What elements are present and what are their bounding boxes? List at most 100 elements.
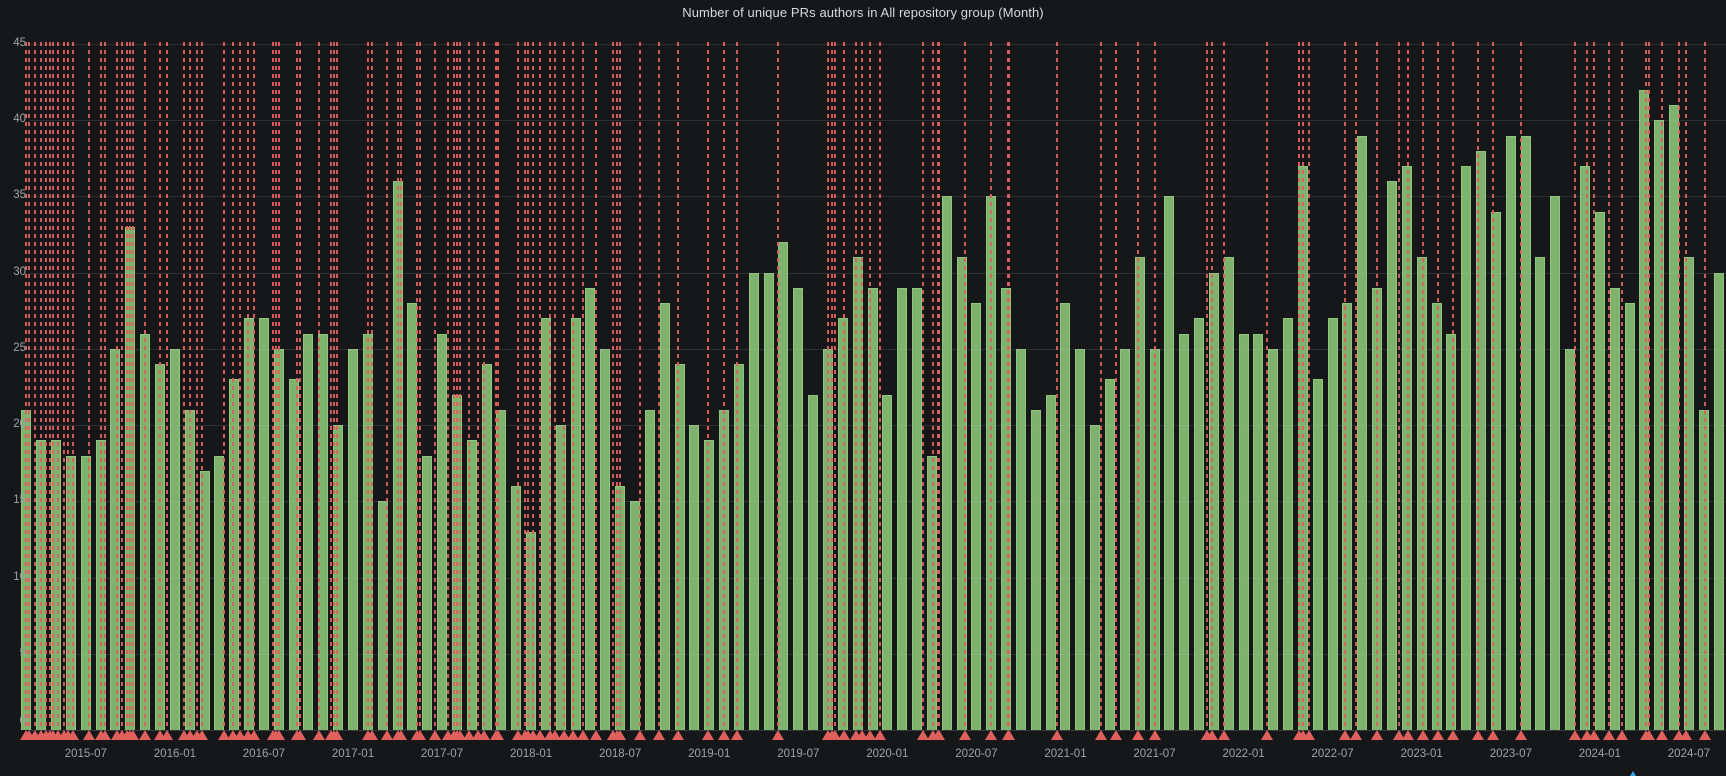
annotation-line[interactable] [231, 42, 234, 730]
bar[interactable] [689, 425, 700, 730]
annotation-line[interactable] [49, 42, 52, 730]
annotation-line[interactable] [99, 42, 102, 730]
annotation-line[interactable] [1573, 42, 1576, 730]
annotation-line[interactable] [332, 42, 335, 730]
annotation-line[interactable] [159, 42, 161, 730]
annotation-line[interactable] [1008, 42, 1011, 730]
annotation-line[interactable] [295, 42, 298, 730]
bar[interactable] [526, 531, 537, 730]
annotation-marker-icon[interactable] [1602, 730, 1615, 740]
annotation-marker-icon[interactable] [731, 730, 744, 740]
annotation-line[interactable] [1153, 42, 1156, 730]
annotation-line[interactable] [277, 42, 280, 730]
annotation-line[interactable] [497, 42, 500, 730]
annotation-line[interactable] [527, 42, 530, 730]
annotation-marker-icon[interactable] [917, 730, 929, 740]
annotation-line[interactable] [239, 42, 242, 730]
annotation-line[interactable] [1621, 42, 1624, 730]
annotation-marker-icon[interactable] [985, 730, 998, 740]
annotation-line[interactable] [932, 42, 935, 730]
annotation-line[interactable] [1307, 42, 1310, 730]
annotation-line[interactable] [1661, 42, 1664, 730]
annotation-line[interactable] [1137, 42, 1140, 730]
annotation-line[interactable] [1266, 42, 1269, 730]
annotation-line[interactable] [1451, 42, 1454, 730]
bar[interactable] [110, 348, 121, 730]
annotation-marker-icon[interactable] [933, 730, 946, 740]
annotation-line[interactable] [524, 42, 527, 730]
annotation-marker-icon[interactable] [566, 730, 579, 740]
annotation-marker-icon[interactable] [394, 730, 407, 740]
bar[interactable] [1015, 348, 1026, 730]
annotation-line[interactable] [1520, 42, 1523, 730]
annotation-line[interactable] [571, 42, 574, 730]
blue-annotation-marker-icon[interactable] [1626, 771, 1639, 776]
annotation-line[interactable] [366, 42, 369, 730]
annotation-marker-icon[interactable] [330, 730, 343, 740]
annotation-line[interactable] [843, 42, 846, 730]
annotation-line[interactable] [335, 42, 338, 730]
annotation-line[interactable] [776, 42, 779, 730]
bar[interactable] [704, 440, 715, 730]
annotation-line[interactable] [201, 42, 204, 730]
annotation-marker-icon[interactable] [633, 730, 646, 740]
annotation-marker-icon[interactable] [247, 730, 260, 740]
annotation-line[interactable] [1223, 42, 1226, 730]
annotation-line[interactable] [182, 42, 185, 730]
annotation-marker-icon[interactable] [428, 730, 441, 740]
annotation-line[interactable] [855, 42, 858, 730]
bar[interactable] [1238, 333, 1249, 730]
annotation-line[interactable] [1644, 42, 1647, 730]
annotation-marker-icon[interactable] [958, 730, 971, 740]
annotation-marker-icon[interactable] [1302, 730, 1315, 740]
annotation-line[interactable] [476, 42, 479, 730]
bar[interactable] [897, 287, 908, 730]
annotation-line[interactable] [616, 42, 619, 730]
annotation-line[interactable] [861, 42, 864, 730]
bar[interactable] [912, 287, 923, 730]
annotation-line[interactable] [1211, 42, 1214, 730]
annotation-marker-icon[interactable] [701, 730, 714, 740]
annotation-line[interactable] [271, 42, 274, 730]
annotation-marker-icon[interactable] [1616, 730, 1629, 740]
annotation-line[interactable] [582, 42, 585, 730]
annotation-line[interactable] [1437, 42, 1439, 730]
bar[interactable] [511, 486, 522, 730]
annotation-line[interactable] [736, 42, 739, 730]
bar[interactable] [926, 455, 937, 730]
annotation-line[interactable] [25, 42, 28, 730]
bar[interactable] [1713, 272, 1724, 730]
annotation-marker-icon[interactable] [1656, 730, 1669, 740]
annotation-marker-icon[interactable] [614, 730, 627, 740]
bar[interactable] [1194, 318, 1205, 730]
annotation-marker-icon[interactable] [196, 730, 209, 740]
bar[interactable] [437, 333, 448, 730]
annotation-line[interactable] [482, 42, 485, 730]
annotation-marker-icon[interactable] [672, 730, 685, 740]
bar[interactable] [481, 364, 492, 730]
annotation-marker-icon[interactable] [226, 730, 239, 740]
bar[interactable] [808, 394, 819, 730]
bar[interactable] [347, 348, 358, 730]
annotation-line[interactable] [706, 42, 709, 730]
annotation-line[interactable] [1343, 42, 1346, 730]
bar[interactable] [659, 303, 670, 730]
annotation-line[interactable] [1422, 42, 1425, 730]
bar[interactable] [644, 409, 655, 730]
annotation-marker-icon[interactable] [1206, 730, 1219, 740]
annotation-line[interactable] [252, 42, 255, 730]
bar[interactable] [1683, 257, 1694, 730]
annotation-marker-icon[interactable] [718, 730, 731, 740]
bar[interactable] [748, 272, 759, 730]
annotation-marker-icon[interactable] [1432, 730, 1444, 740]
bar[interactable] [1401, 166, 1412, 730]
bar[interactable] [1164, 196, 1175, 730]
annotation-line[interactable] [447, 42, 449, 730]
annotation-line[interactable] [549, 42, 552, 730]
bar[interactable] [793, 287, 804, 730]
annotation-line[interactable] [371, 42, 374, 730]
bar[interactable] [1416, 257, 1427, 730]
bar[interactable] [1431, 303, 1442, 730]
annotation-marker-icon[interactable] [1338, 730, 1351, 740]
annotation-line[interactable] [458, 42, 461, 730]
